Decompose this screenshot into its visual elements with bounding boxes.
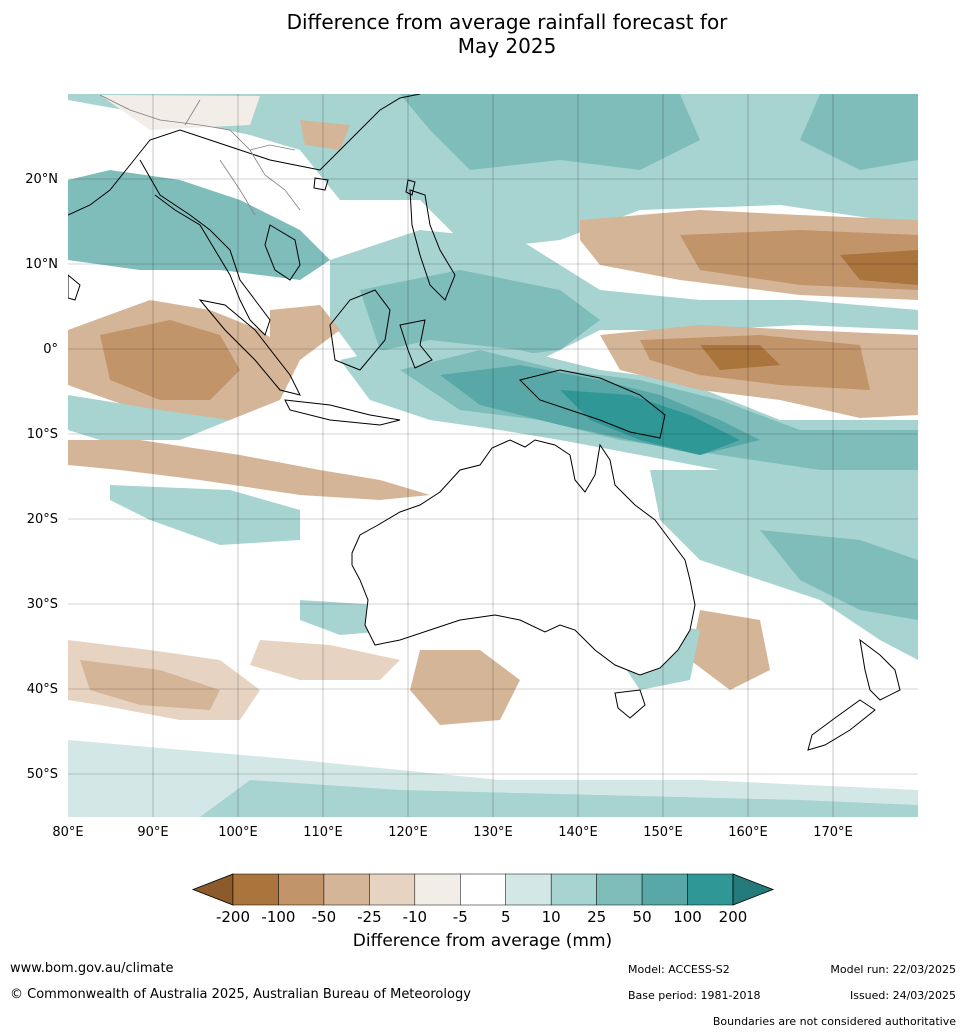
taiwan-outline bbox=[405, 179, 416, 196]
colorbar-swatch bbox=[323, 873, 370, 906]
lat-label: 10°N bbox=[25, 257, 58, 272]
colorbar-swatches bbox=[191, 873, 775, 906]
colorbar-swatch bbox=[414, 873, 461, 906]
colorbar-title: Difference from average (mm) bbox=[352, 931, 613, 951]
title-line-1: Difference from average rainfall forecas… bbox=[286, 10, 728, 34]
title-line-2: May 2025 bbox=[457, 34, 557, 58]
anomaly-shading bbox=[68, 94, 918, 817]
colorbar-tick-label: -100 bbox=[261, 908, 295, 926]
colorbar-swatch bbox=[641, 873, 688, 906]
australia-outline bbox=[351, 439, 696, 676]
lat-label: 0° bbox=[43, 342, 58, 357]
map-frame bbox=[68, 94, 918, 817]
new-zealand-south-outline bbox=[807, 699, 876, 751]
colorbar-swatch bbox=[460, 873, 506, 906]
colorbar-swatch bbox=[687, 873, 734, 906]
lat-label: 10°S bbox=[27, 427, 58, 442]
copyright-text: © Commonwealth of Australia 2025, Austra… bbox=[10, 987, 471, 1002]
map-title: Difference from average rainfall forecas… bbox=[0, 10, 965, 58]
new-guinea-outline bbox=[519, 369, 666, 439]
base-period-text: Base period: 1981-2018 bbox=[628, 989, 761, 1002]
colorbar-tick-label: -200 bbox=[216, 908, 250, 926]
colorbar-swatch bbox=[505, 873, 552, 906]
lat-label: 40°S bbox=[27, 682, 58, 697]
colorbar-swatch bbox=[369, 873, 416, 906]
colorbar-swatch bbox=[550, 873, 597, 906]
lon-axis: 80°E 90°E 100°E 110°E 120°E 130°E 140°E … bbox=[52, 825, 852, 840]
colorbar-swatch bbox=[278, 873, 325, 906]
sulawesi-outline bbox=[399, 319, 433, 369]
issued-text: Issued: 24/03/2025 bbox=[849, 989, 956, 1002]
coastlines bbox=[68, 94, 901, 751]
colorbar-tick-label: 100 bbox=[673, 908, 702, 926]
lon-label: 160°E bbox=[728, 825, 768, 840]
sumatra-outline bbox=[198, 299, 301, 396]
sri-lanka-outline bbox=[68, 274, 81, 301]
lon-label: 120°E bbox=[388, 825, 428, 840]
new-zealand-north-outline bbox=[859, 638, 901, 701]
colorbar-tick-label: 50 bbox=[633, 908, 652, 926]
philippines-outline bbox=[409, 189, 456, 301]
colorbar-tick-label: -5 bbox=[453, 908, 468, 926]
colorbar-swatch bbox=[596, 873, 643, 906]
lon-label: 130°E bbox=[473, 825, 513, 840]
colorbar-tick-label: -25 bbox=[357, 908, 382, 926]
lat-label: 50°S bbox=[27, 767, 58, 782]
rainfall-anomaly-map: 20°N 10°N 0° 10°S 20°S 30°S 40°S 50°S 80… bbox=[25, 94, 918, 840]
colorbar-swatch bbox=[232, 873, 279, 906]
colorbar-arrow-low bbox=[191, 873, 234, 906]
tasmania-outline bbox=[614, 689, 646, 719]
borneo-outline bbox=[329, 289, 391, 371]
lon-label: 80°E bbox=[52, 825, 83, 840]
mainland-asia-outline bbox=[68, 94, 421, 336]
model-text: Model: ACCESS-S2 bbox=[628, 963, 730, 976]
colorbar: -200 -100 -50 -25 -10 -5 5 10 25 50 100 200 bbox=[191, 873, 775, 926]
lon-label: 170°E bbox=[813, 825, 853, 840]
lat-label: 20°N bbox=[25, 172, 58, 187]
colorbar-tick-label: 10 bbox=[542, 908, 561, 926]
lon-label: 90°E bbox=[137, 825, 168, 840]
lon-label: 150°E bbox=[643, 825, 683, 840]
lat-axis: 20°N 10°N 0° 10°S 20°S 30°S 40°S 50°S bbox=[25, 172, 58, 782]
lon-label: 110°E bbox=[303, 825, 343, 840]
colorbar-tick-label: 25 bbox=[587, 908, 606, 926]
colorbar-tick-label: 200 bbox=[719, 908, 748, 926]
graticule bbox=[68, 94, 918, 817]
colorbar-arrow-high bbox=[732, 873, 775, 906]
colorbar-ticks: -200 -100 -50 -25 -10 -5 5 10 25 50 100 200 bbox=[216, 908, 747, 926]
lon-label: 140°E bbox=[558, 825, 598, 840]
lat-label: 20°S bbox=[27, 512, 58, 527]
lon-label: 100°E bbox=[218, 825, 258, 840]
disclaimer-text: Boundaries are not considered authoritat… bbox=[712, 1015, 956, 1028]
website-link[interactable]: www.bom.gov.au/climate bbox=[10, 961, 174, 976]
colorbar-tick-label: 5 bbox=[501, 908, 511, 926]
colorbar-tick-label: -10 bbox=[403, 908, 428, 926]
colorbar-tick-label: -50 bbox=[312, 908, 337, 926]
hainan-outline bbox=[313, 177, 329, 191]
borders bbox=[99, 94, 301, 216]
java-outline bbox=[284, 399, 401, 426]
model-run-text: Model run: 22/03/2025 bbox=[830, 963, 956, 976]
lat-label: 30°S bbox=[27, 597, 58, 612]
